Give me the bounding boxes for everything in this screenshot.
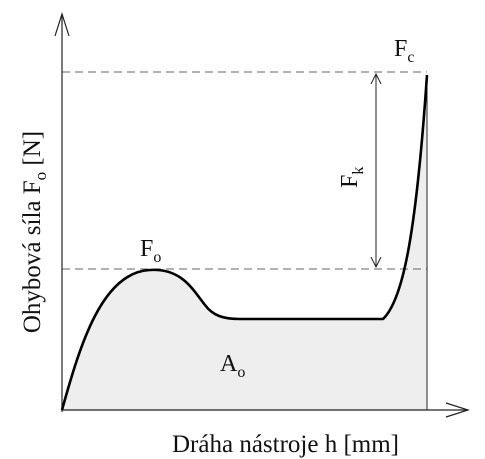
force-difference-label-sub: k [350,167,367,175]
y-axis-label: Ohybová síla Fo [N] [19,131,50,333]
y-axis-label-sub: o [31,172,50,181]
max-force-label-main: F [394,36,407,62]
work-area-label: Ao [220,351,245,381]
x-axis-label: Dráha nástroje h [mm] [172,431,399,458]
y-axis-label-main: Ohybová síla F [19,180,46,333]
work-area-label-main: A [220,351,238,377]
force-difference-label-main: F [337,175,363,188]
peak-force-label-main: F [140,236,153,262]
peak-force-label: Fo [140,236,161,266]
max-force-label: Fc [394,36,414,66]
y-axis-arrowhead [54,12,70,37]
y-axis-label-unit: [N] [19,131,46,172]
peak-force-label-sub: o [153,249,161,266]
force-curve [60,74,429,411]
force-difference-label: Fk [337,167,367,188]
x-axis-arrowhead [445,402,470,418]
work-area-label-sub: o [237,364,245,381]
work-area-fill [62,75,427,410]
max-force-label-sub: c [407,49,414,66]
